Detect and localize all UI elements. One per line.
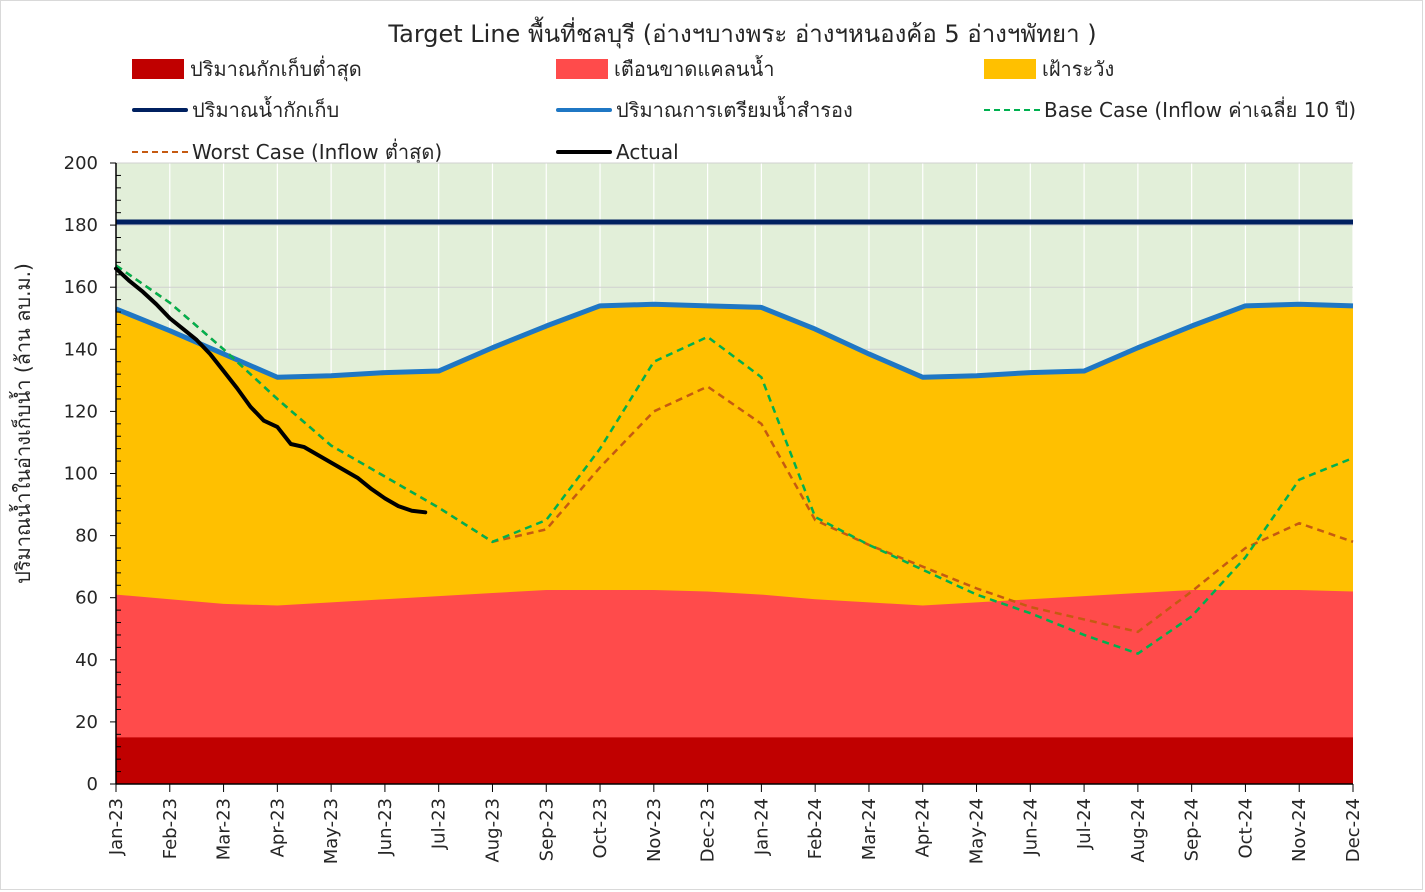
x-tick-label: Sep-23 (536, 798, 557, 861)
legend-item: ปริมาณกักเก็บต่ำสุด (132, 56, 362, 82)
legend-item: Base Case (Inflow ค่าเฉลี่ย 10 ปี) (984, 97, 1356, 123)
x-tick-label: Apr-24 (913, 798, 934, 857)
x-tick-label: Nov-24 (1289, 798, 1310, 862)
x-tick-label: Jan-23 (106, 798, 127, 856)
y-tick-label: 0 (87, 774, 98, 795)
x-tick-label: Feb-24 (805, 798, 826, 859)
legend-swatch (556, 150, 612, 154)
legend-label: Actual (616, 140, 679, 164)
legend-swatch (132, 108, 188, 112)
legend-item: Worst Case (Inflow ต่ำสุด) (132, 139, 442, 165)
x-tick-label: Aug-24 (1128, 798, 1149, 863)
legend-label: Base Case (Inflow ค่าเฉลี่ย 10 ปี) (1044, 98, 1356, 122)
legend-item: ปริมาณน้ำกักเก็บ (132, 97, 339, 123)
y-tick-label: 80 (75, 526, 98, 547)
y-axis-title: ปริมาณน้ำในอ่างเก็บน้ำ (ล้าน ลบ.ม.) (9, 263, 35, 584)
legend-swatch (132, 59, 184, 79)
legend-item: ปริมาณการเตรียมน้ำสำรอง (556, 97, 853, 123)
y-tick-label: 20 (75, 712, 98, 733)
y-tick-label: 180 (64, 215, 98, 236)
legend-swatch (556, 108, 612, 112)
chart-title: Target Line พื้นที่ชลบุรี (อ่างฯบางพระ อ… (388, 20, 1097, 48)
legend-label: เฝ้าระวัง (1042, 57, 1115, 81)
x-tick-label: Feb-23 (160, 798, 181, 859)
legend-swatch (984, 109, 1040, 111)
legend-label: ปริมาณน้ำกักเก็บ (192, 98, 340, 122)
legend-swatch (556, 59, 608, 79)
area-shortage-warning (116, 589, 1353, 784)
x-tick-label: Jan-24 (751, 798, 772, 856)
x-tick-label: Sep-24 (1182, 798, 1203, 861)
x-tick-label: Dec-24 (1343, 798, 1364, 862)
x-tick-label: Mar-23 (214, 798, 235, 860)
x-tick-label: Jul-23 (429, 798, 450, 850)
y-tick-label: 200 (64, 153, 98, 174)
x-tick-label: May-23 (321, 798, 342, 864)
x-tick-label: Dec-23 (698, 798, 719, 862)
y-tick-label: 120 (64, 401, 98, 422)
y-tick-label: 40 (75, 650, 98, 671)
legend-item: เตือนขาดแคลนน้ำ (556, 56, 775, 82)
legend-label: ปริมาณการเตรียมน้ำสำรอง (616, 98, 853, 122)
area-minimum-storage (116, 737, 1353, 784)
series-reserve-line (115, 301, 1354, 380)
series-base-case-line (115, 264, 1354, 655)
x-tick-label: Jun-24 (1020, 798, 1041, 857)
x-tick-label: Oct-24 (1235, 798, 1256, 859)
x-tick-label: Jul-24 (1074, 798, 1095, 850)
x-tick-label: May-24 (967, 798, 988, 864)
y-tick-label: 140 (64, 339, 98, 360)
legend-item: Actual (556, 139, 679, 165)
y-tick-label: 60 (75, 588, 98, 609)
legend-item: เฝ้าระวัง (984, 56, 1114, 82)
x-tick-label: Apr-23 (267, 798, 288, 857)
legend-swatch (984, 59, 1036, 79)
x-tick-label: Nov-23 (644, 798, 665, 862)
legend-swatch (132, 151, 188, 153)
x-tick-label: Jun-23 (375, 798, 396, 857)
y-tick-label: 100 (64, 464, 98, 485)
x-tick-label: Oct-23 (590, 798, 611, 859)
legend-label: ปริมาณกักเก็บต่ำสุด (190, 57, 362, 81)
series-actual-line (114, 266, 428, 515)
x-tick-label: Mar-24 (859, 798, 880, 860)
y-tick-label: 160 (64, 277, 98, 298)
legend-label: เตือนขาดแคลนน้ำ (614, 57, 775, 81)
x-tick-label: Aug-23 (482, 798, 503, 863)
legend-label: Worst Case (Inflow ต่ำสุด) (192, 140, 443, 164)
